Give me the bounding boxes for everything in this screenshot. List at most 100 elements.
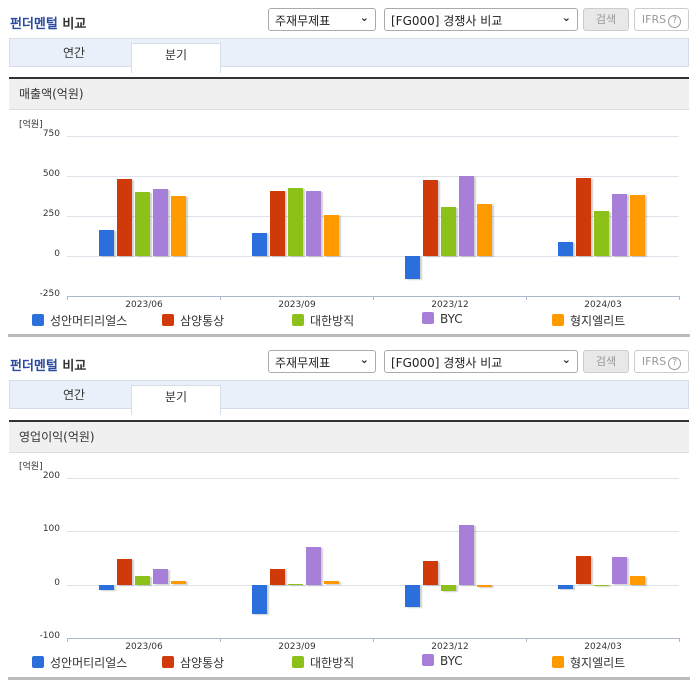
bar-대한방직[interactable] — [135, 192, 150, 256]
search-button[interactable]: 검색 — [583, 350, 629, 373]
bar-대한방직[interactable] — [594, 585, 609, 586]
bar-성안머티리얼스[interactable] — [558, 242, 573, 256]
legend-item[interactable]: 삼양통상 — [162, 312, 224, 329]
bar-성안머티리얼스[interactable] — [558, 585, 573, 589]
divider — [8, 677, 690, 680]
bar-대한방직[interactable] — [135, 576, 150, 585]
bar-삼양통상[interactable] — [270, 191, 285, 256]
bar-성안머티리얼스[interactable] — [252, 585, 267, 614]
bar-대한방직[interactable] — [594, 211, 609, 256]
bar-BYC[interactable] — [459, 176, 474, 256]
legend-item[interactable]: 삼양통상 — [162, 654, 224, 671]
tab-quarterly[interactable]: 분기 — [131, 385, 221, 415]
bar-형지엘리트[interactable] — [324, 581, 339, 584]
legend-item[interactable]: 형지엘리트 — [552, 312, 625, 329]
legend-swatch-icon — [32, 656, 44, 668]
bar-삼양통상[interactable] — [576, 178, 591, 256]
chevron-down-icon: ⌄ — [359, 11, 369, 24]
legend-item[interactable]: 대한방직 — [292, 312, 354, 329]
bar-대한방직[interactable] — [288, 188, 303, 256]
legend-item[interactable]: 대한방직 — [292, 654, 354, 671]
bar-BYC[interactable] — [612, 557, 627, 584]
bar-성안머티리얼스[interactable] — [405, 256, 420, 279]
bar-성안머티리얼스[interactable] — [405, 585, 420, 607]
bar-BYC[interactable] — [306, 191, 321, 256]
bar-형지엘리트[interactable] — [477, 204, 492, 256]
ifrs-help-button[interactable]: IFRS? — [634, 8, 689, 31]
bar-성안머티리얼스[interactable] — [252, 233, 267, 256]
period-tabs: 연간 분기 — [9, 380, 689, 415]
bar-BYC[interactable] — [153, 569, 168, 584]
bar-삼양통상[interactable] — [117, 559, 132, 585]
legend-label: BYC — [440, 312, 463, 326]
bar-BYC[interactable] — [612, 194, 627, 256]
bar-형지엘리트[interactable] — [630, 195, 645, 256]
legend-swatch-icon — [292, 314, 304, 326]
bar-BYC[interactable] — [306, 547, 321, 585]
legend-item[interactable]: BYC — [422, 312, 463, 326]
y-tick-label: 0 — [54, 578, 60, 588]
bar-삼양통상[interactable] — [423, 561, 438, 585]
comparison-group-select[interactable]: [FG000] 경쟁사 비교 ⌄ — [384, 8, 578, 31]
statement-type-select[interactable]: 주재무제표 ⌄ — [268, 350, 376, 373]
legend-item[interactable]: BYC — [422, 654, 463, 668]
chevron-down-icon: ⌄ — [561, 11, 571, 24]
comparison-group-select[interactable]: [FG000] 경쟁사 비교 ⌄ — [384, 350, 578, 373]
chevron-down-icon: ⌄ — [359, 353, 369, 366]
section-header: 펀더멘털 비교 주재무제표 ⌄ [FG000] 경쟁사 비교 ⌄ 검색 IFRS? — [0, 342, 696, 376]
bar-대한방직[interactable] — [441, 585, 456, 591]
x-tick-label: 2023/12 — [431, 642, 469, 652]
fundamental-section-operating-profit: 펀더멘털 비교 주재무제표 ⌄ [FG000] 경쟁사 비교 ⌄ 검색 IFRS? … — [0, 342, 696, 680]
bar-삼양통상[interactable] — [270, 569, 285, 585]
bar-형지엘리트[interactable] — [171, 581, 186, 584]
bar-대한방직[interactable] — [288, 584, 303, 585]
bar-성안머티리얼스[interactable] — [99, 585, 114, 590]
legend-swatch-icon — [422, 654, 434, 666]
y-tick-label: -100 — [39, 631, 60, 641]
gridline — [67, 216, 679, 217]
search-button[interactable]: 검색 — [583, 8, 629, 31]
fundamental-section-sales: 펀더멘털 비교 주재무제표 ⌄ [FG000] 경쟁사 비교 ⌄ 검색 IFRS? … — [0, 0, 696, 337]
chart-legend: 성안머티리얼스 삼양통상 대한방직 BYC 형지엘리트 — [0, 654, 696, 670]
legend-label: 대한방직 — [310, 314, 355, 328]
legend-label: 성안머티리얼스 — [50, 314, 128, 328]
bar-BYC[interactable] — [459, 525, 474, 585]
x-tick — [220, 296, 221, 300]
chevron-down-icon: ⌄ — [561, 353, 571, 366]
bar-삼양통상[interactable] — [117, 179, 132, 256]
legend-item[interactable]: 형지엘리트 — [552, 654, 625, 671]
x-tick-label: 2023/06 — [125, 300, 163, 310]
tab-annual[interactable]: 연간 — [62, 46, 86, 60]
bar-성안머티리얼스[interactable] — [99, 230, 114, 256]
legend-item[interactable]: 성안머티리얼스 — [32, 654, 127, 671]
legend-item[interactable]: 성안머티리얼스 — [32, 312, 127, 329]
x-tick — [526, 638, 527, 642]
legend-label: BYC — [440, 654, 463, 668]
section-title: 펀더멘털 비교 — [10, 359, 87, 374]
bar-대한방직[interactable] — [441, 207, 456, 256]
bar-형지엘리트[interactable] — [324, 215, 339, 256]
tab-annual[interactable]: 연간 — [62, 388, 86, 402]
section-header: 펀더멘털 비교 주재무제표 ⌄ [FG000] 경쟁사 비교 ⌄ 검색 IFRS? — [0, 0, 696, 34]
x-tick-label: 2023/09 — [278, 300, 316, 310]
help-icon: ? — [668, 357, 682, 370]
bar-삼양통상[interactable] — [423, 180, 438, 256]
bar-형지엘리트[interactable] — [630, 576, 645, 585]
chart-legend: 성안머티리얼스 삼양통상 대한방직 BYC 형지엘리트 — [0, 312, 696, 328]
tab-quarterly[interactable]: 분기 — [131, 43, 221, 73]
bar-형지엘리트[interactable] — [477, 585, 492, 587]
statement-type-select[interactable]: 주재무제표 ⌄ — [268, 8, 376, 31]
bar-삼양통상[interactable] — [576, 556, 591, 584]
bar-BYC[interactable] — [153, 189, 168, 256]
legend-swatch-icon — [32, 314, 44, 326]
bar-형지엘리트[interactable] — [171, 196, 186, 256]
y-tick-label: 750 — [42, 129, 60, 139]
x-tick — [373, 638, 374, 642]
x-tick — [373, 296, 374, 300]
legend-swatch-icon — [552, 314, 564, 326]
ifrs-help-button[interactable]: IFRS? — [634, 350, 689, 373]
legend-label: 성안머티리얼스 — [50, 656, 128, 670]
x-tick — [526, 296, 527, 300]
gridline — [67, 176, 679, 177]
legend-swatch-icon — [292, 656, 304, 668]
